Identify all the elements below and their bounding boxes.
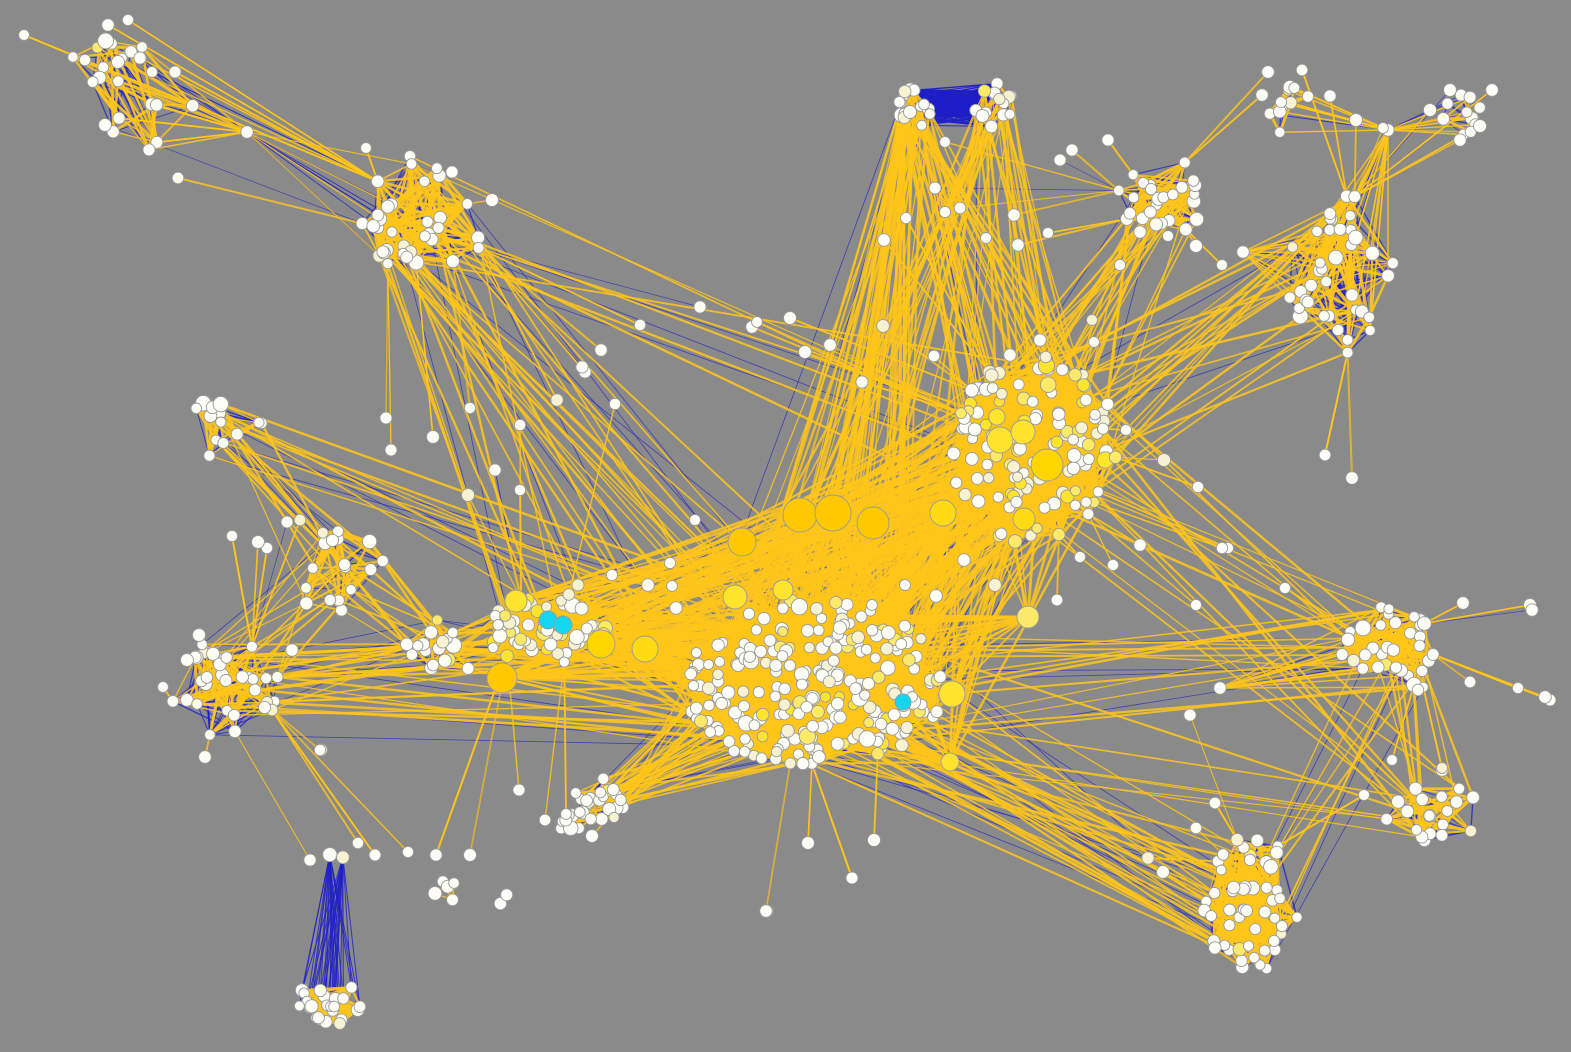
blue-edge — [306, 857, 344, 1002]
blue-edge — [333, 857, 344, 1007]
yellow-edge — [117, 80, 158, 143]
blue-edge — [151, 71, 378, 182]
blue-edge — [424, 235, 1010, 465]
blue-edge — [1280, 670, 1402, 934]
blue-edge — [1424, 609, 1533, 624]
blue-edge — [301, 857, 344, 991]
yellow-edge — [102, 66, 150, 151]
blue-edge — [1328, 262, 1394, 317]
blue-edge — [319, 854, 331, 991]
yellow-edge — [147, 104, 158, 151]
blue-edge — [306, 854, 331, 1002]
blue-edge — [329, 854, 332, 1007]
yellow-edge — [410, 162, 469, 206]
blue-edge — [311, 854, 331, 1007]
yellow-edge — [91, 80, 158, 144]
blue-edge — [195, 408, 210, 456]
blue-edge — [329, 854, 361, 1007]
blue-edge — [104, 124, 363, 224]
blue-edge — [298, 854, 331, 1006]
blue-edge — [311, 857, 344, 1007]
blue-edge — [201, 542, 326, 645]
yellow-edge — [390, 203, 426, 237]
blue-edge — [904, 90, 1011, 115]
yellow-edge — [112, 81, 120, 132]
blue-edge — [342, 857, 361, 1007]
blue-edge — [246, 131, 379, 229]
blue-edge — [431, 239, 511, 633]
blue-edge — [330, 857, 344, 1007]
blue-edge — [1133, 161, 1185, 176]
blue-edge — [1059, 159, 1119, 191]
blue-edge — [361, 163, 412, 224]
yellow-edge — [72, 55, 194, 108]
